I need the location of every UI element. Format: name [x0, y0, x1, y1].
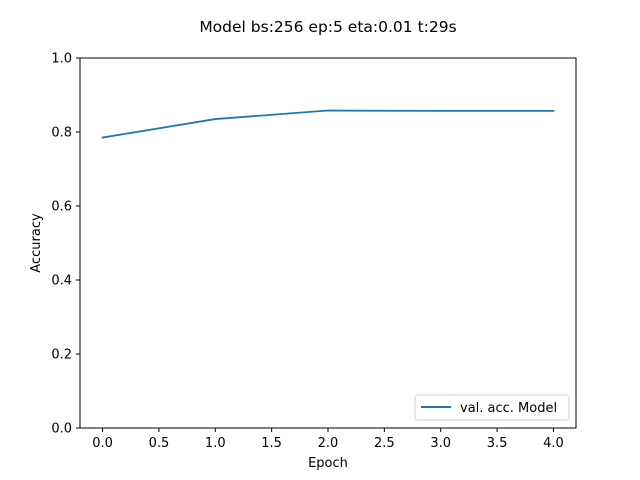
x-tick-label: 4.0 — [543, 436, 564, 451]
x-tick-label: 0.5 — [149, 436, 170, 451]
legend-box — [414, 394, 570, 421]
y-tick-label: 0.4 — [51, 274, 72, 289]
x-tick-label: 3.0 — [430, 436, 451, 451]
y-axis-label: Accuracy — [29, 213, 44, 273]
y-tick-label: 0.6 — [51, 200, 72, 215]
x-tick-label: 2.5 — [374, 436, 395, 451]
x-tick-label: 0.0 — [92, 436, 113, 451]
y-axis: 0.0 0.2 0.4 0.6 0.8 1.0 — [51, 52, 80, 437]
x-tick-label: 2.0 — [318, 436, 339, 451]
x-tick-label: 3.5 — [487, 436, 508, 451]
y-tick-label: 0.2 — [51, 348, 72, 363]
series-layer — [101, 109, 555, 139]
chart-title: Model bs:256 ep:5 eta:0.01 t:29s — [199, 18, 456, 36]
x-axis: 0.0 0.5 1.0 1.5 2.0 2.5 3.0 3.5 4.0 — [92, 428, 564, 451]
x-tick-label: 1.0 — [205, 436, 226, 451]
series-line-0 — [101, 109, 555, 139]
x-tick-label: 1.5 — [261, 436, 282, 451]
y-tick-label: 0.0 — [51, 422, 72, 437]
legend-label: val. acc. Model — [460, 401, 557, 416]
plot-frame — [79, 57, 577, 429]
x-axis-label: Epoch — [308, 456, 348, 471]
y-tick-label: 1.0 — [51, 52, 72, 67]
y-tick-label: 0.8 — [51, 126, 72, 141]
legend: val. acc. Model — [414, 394, 570, 421]
